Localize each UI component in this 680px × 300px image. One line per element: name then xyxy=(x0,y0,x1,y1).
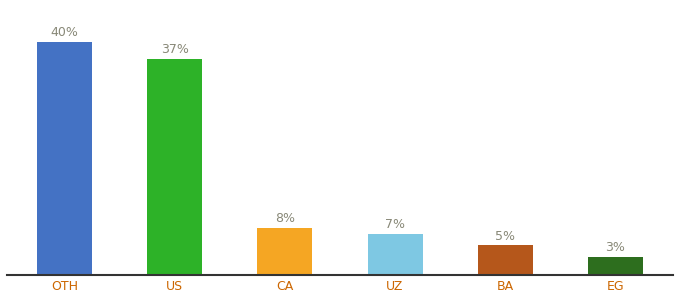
Bar xyxy=(588,257,643,275)
Bar xyxy=(148,59,203,274)
Text: 3%: 3% xyxy=(605,241,625,254)
Text: 40%: 40% xyxy=(51,26,79,39)
Text: 5%: 5% xyxy=(495,230,515,242)
Bar xyxy=(477,245,532,274)
Bar xyxy=(37,42,92,274)
Text: 7%: 7% xyxy=(385,218,405,231)
Bar xyxy=(258,228,313,274)
Text: 8%: 8% xyxy=(275,212,295,225)
Bar xyxy=(367,234,422,274)
Text: 37%: 37% xyxy=(161,44,189,56)
